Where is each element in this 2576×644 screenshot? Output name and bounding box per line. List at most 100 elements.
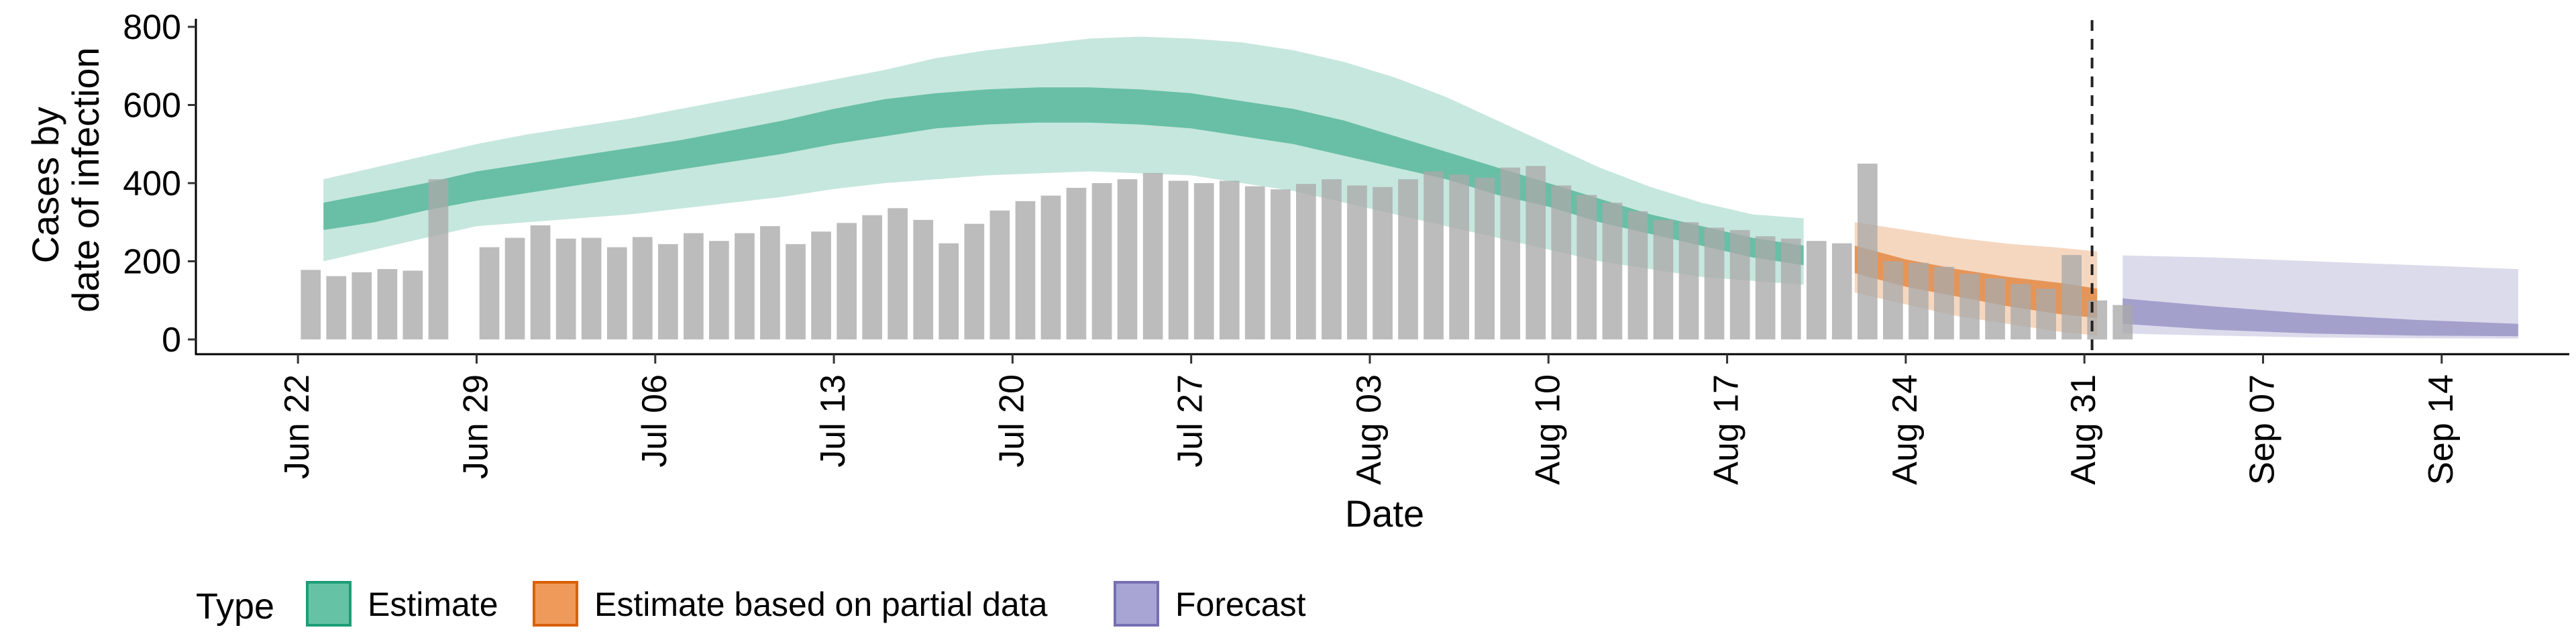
x-tick-label: Jul 20 bbox=[992, 374, 1031, 468]
x-tick-label: Jul 06 bbox=[635, 374, 674, 468]
reported-cases-bar bbox=[1858, 163, 1878, 339]
reported-cases-bar bbox=[1525, 166, 1546, 339]
legend-label: Forecast bbox=[1175, 586, 1306, 623]
y-tick-label: 200 bbox=[123, 243, 181, 282]
y-axis-ticks: 0 200 400 600 800 bbox=[123, 8, 196, 360]
reported-cases-bar bbox=[1653, 219, 1674, 339]
y-axis-title-line-1: Cases by bbox=[24, 107, 66, 263]
reported-cases-bar bbox=[1398, 179, 1418, 339]
reported-cases-bar bbox=[786, 244, 806, 339]
y-tick-label: 0 bbox=[162, 321, 181, 360]
y-axis-title: Cases by date of infection bbox=[24, 47, 107, 312]
reported-cases-bar bbox=[760, 226, 780, 339]
reported-cases-bar bbox=[479, 247, 500, 339]
reported-cases-bar bbox=[1909, 262, 1929, 339]
reported-cases-bar bbox=[1729, 229, 1750, 339]
reported-cases-bar bbox=[1015, 201, 1036, 339]
reported-cases-bar bbox=[606, 247, 627, 339]
reported-cases-bar bbox=[1831, 243, 1852, 339]
x-axis-ticks: Jun 22 Jun 29 Jul 06 Jul 13 Jul 20 Jul 27 Aug … bbox=[278, 354, 2461, 485]
reported-cases-bar bbox=[402, 270, 423, 339]
reported-cases-bar bbox=[964, 223, 985, 339]
reported-cases-bar bbox=[1424, 171, 1444, 339]
reported-cases-bar bbox=[862, 215, 882, 339]
axes bbox=[195, 19, 2569, 356]
reported-cases-bar bbox=[1066, 188, 1087, 339]
x-axis-title: Date bbox=[1345, 492, 1424, 535]
reported-cases-bar bbox=[2061, 255, 2082, 339]
reported-cases-bar bbox=[581, 237, 602, 339]
x-tick-label: Jun 22 bbox=[278, 374, 317, 479]
legend-swatch bbox=[533, 581, 578, 627]
reported-cases-bar bbox=[1500, 167, 1521, 339]
x-tick-label: Aug 24 bbox=[1886, 374, 1925, 485]
reported-cases-bar bbox=[938, 243, 959, 339]
reported-cases-bar bbox=[658, 244, 678, 339]
reported-cases-bar bbox=[1551, 185, 1572, 339]
x-tick-label: Aug 17 bbox=[1707, 374, 1746, 485]
reported-cases-bar bbox=[1322, 179, 1342, 339]
y-axis-title-line-2: date of infection bbox=[64, 47, 107, 312]
x-tick-label: Jun 29 bbox=[456, 374, 495, 479]
legend-title: Type bbox=[196, 586, 274, 627]
x-tick-label: Jul 27 bbox=[1171, 374, 1210, 468]
reported-cases-bar bbox=[326, 276, 347, 339]
reported-cases-bar bbox=[504, 237, 525, 339]
x-tick-label: Jul 13 bbox=[814, 374, 853, 468]
x-tick-label: Aug 03 bbox=[1350, 374, 1389, 485]
reported-cases-bar bbox=[1755, 236, 1776, 339]
reported-cases-bar bbox=[1271, 189, 1291, 339]
x-tick-label: Aug 10 bbox=[1528, 374, 1567, 485]
reported-cases-bar bbox=[811, 231, 831, 339]
reported-cases-bar bbox=[837, 223, 857, 339]
reported-cases-bar bbox=[1806, 241, 1827, 339]
reported-cases-bar bbox=[1883, 261, 1903, 339]
reported-cases-bar bbox=[684, 233, 704, 339]
reported-cases-bar bbox=[555, 238, 576, 339]
reported-cases-bar bbox=[530, 225, 551, 339]
reported-cases-bar bbox=[1373, 186, 1393, 339]
reported-cases-bar bbox=[1960, 274, 1980, 339]
reported-cases-bar bbox=[1193, 183, 1214, 339]
reported-cases-bar bbox=[1449, 174, 1469, 339]
reported-cases-bar bbox=[709, 241, 729, 339]
y-tick-label: 600 bbox=[123, 87, 181, 125]
reported-cases-bar bbox=[1296, 184, 1316, 339]
y-tick-label: 400 bbox=[123, 164, 181, 203]
legend-swatch bbox=[306, 581, 352, 627]
reported-cases-bar bbox=[1091, 183, 1112, 339]
reported-cases-bar bbox=[1934, 266, 1954, 339]
reported-cases-bar bbox=[2112, 305, 2133, 339]
reported-cases-bar bbox=[989, 210, 1010, 339]
bar-layer bbox=[301, 163, 2133, 340]
x-tick-label: Sep 14 bbox=[2422, 374, 2461, 485]
reported-cases-bar bbox=[888, 208, 908, 339]
forecast-ribbon-50 bbox=[2123, 298, 2518, 337]
reported-cases-bar bbox=[1347, 185, 1367, 339]
reported-cases-bar bbox=[1576, 195, 1597, 339]
x-tick-label: Sep 07 bbox=[2243, 374, 2282, 485]
reported-cases-bar bbox=[301, 270, 321, 339]
x-tick-label: Aug 31 bbox=[2064, 374, 2103, 485]
reported-cases-bar bbox=[2010, 284, 2031, 339]
reported-cases-bar bbox=[735, 233, 755, 339]
reported-cases-bar bbox=[1117, 179, 1138, 339]
reported-cases-bar bbox=[1040, 195, 1061, 339]
reported-cases-bar bbox=[1780, 238, 1801, 339]
reported-cases-bar bbox=[1704, 227, 1725, 339]
ribbon-layer bbox=[323, 36, 2518, 339]
reported-cases-bar bbox=[1142, 172, 1163, 339]
reported-cases-bar bbox=[1474, 177, 1495, 339]
reported-cases-bar bbox=[377, 269, 398, 339]
reported-cases-bar bbox=[1627, 211, 1648, 339]
reported-cases-bar bbox=[352, 272, 372, 339]
reported-cases-bar bbox=[428, 179, 449, 339]
reported-cases-bar bbox=[913, 219, 934, 339]
y-tick-label: 800 bbox=[123, 8, 181, 47]
reported-cases-bar bbox=[1678, 222, 1699, 340]
reported-cases-bar bbox=[1985, 278, 2005, 339]
reported-cases-bar bbox=[1168, 180, 1189, 339]
legend-swatch bbox=[1114, 581, 1159, 627]
reported-cases-bar bbox=[1219, 180, 1240, 339]
